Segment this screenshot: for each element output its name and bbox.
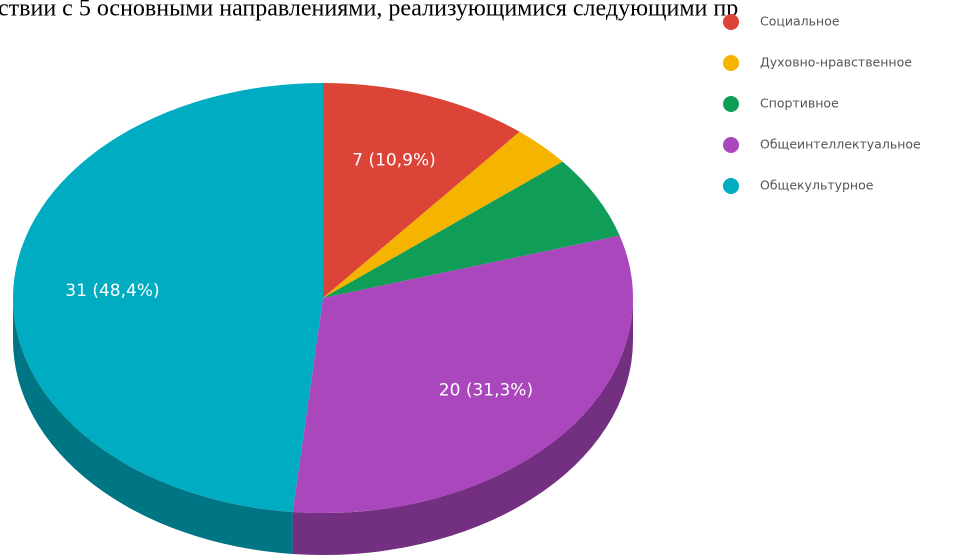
legend-label: Общекультурное bbox=[760, 178, 874, 193]
legend-label: Духовно-нравственное bbox=[760, 55, 912, 70]
legend-label: Социальное bbox=[760, 14, 840, 29]
slice-side bbox=[13, 298, 293, 554]
legend-swatch bbox=[723, 14, 739, 30]
data-label: 20 (31,3%) bbox=[439, 381, 533, 401]
legend-swatch bbox=[723, 96, 739, 112]
slice-side bbox=[292, 298, 633, 555]
slice bbox=[323, 131, 563, 298]
slice bbox=[292, 235, 634, 514]
legend-label: Спортивное bbox=[760, 96, 839, 111]
slice bbox=[323, 83, 520, 298]
legend-swatch bbox=[723, 178, 739, 194]
slice bbox=[12, 82, 324, 512]
data-label: 31 (48,4%) bbox=[65, 281, 159, 301]
chart-title: ствии с 5 основными направлениями, реали… bbox=[0, 0, 738, 22]
legend-swatch bbox=[723, 137, 739, 153]
legend-swatch bbox=[723, 55, 739, 71]
data-label: 7 (10,9%) bbox=[352, 150, 436, 170]
legend-label: Общеинтеллектуальное bbox=[760, 137, 921, 152]
slice bbox=[323, 161, 620, 298]
